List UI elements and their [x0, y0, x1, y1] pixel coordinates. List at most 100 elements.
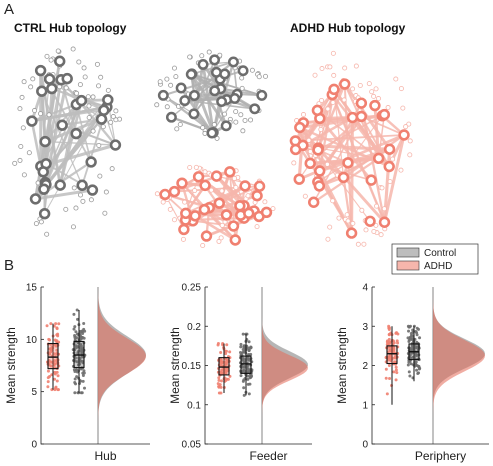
data-point-control	[73, 325, 77, 329]
peripheral-node	[81, 65, 87, 71]
data-point-adhd	[394, 378, 398, 382]
peripheral-node	[78, 192, 84, 198]
peripheral-node	[330, 50, 336, 56]
data-point-adhd	[52, 362, 56, 366]
peripheral-node	[154, 102, 160, 108]
network-edge	[192, 219, 234, 227]
data-point-adhd	[55, 326, 59, 330]
data-point-adhd	[391, 339, 395, 343]
peripheral-node	[398, 86, 404, 92]
hub-node	[237, 65, 249, 77]
data-point-adhd	[57, 322, 61, 326]
x-axis-label: Feeder	[249, 449, 287, 463]
peripheral-node	[199, 53, 205, 59]
peripheral-node	[28, 84, 34, 90]
data-point-adhd	[46, 385, 50, 389]
peripheral-node	[363, 227, 369, 233]
peripheral-node	[200, 242, 206, 248]
peripheral-node	[20, 125, 26, 131]
chart-panel-periphery: 0 1 2 3 4 Mean strength Periphery	[335, 283, 489, 463]
peripheral-node	[208, 187, 214, 193]
data-point-control	[247, 392, 251, 396]
peripheral-node	[17, 106, 23, 112]
data-point-control	[417, 367, 421, 371]
data-point-adhd	[54, 344, 58, 348]
peripheral-node	[245, 193, 251, 199]
peripheral-node	[94, 61, 100, 67]
data-point-adhd	[54, 322, 58, 326]
x-axis-label: Periphery	[415, 449, 466, 463]
peripheral-node	[173, 74, 179, 80]
peripheral-node	[113, 108, 119, 114]
data-point-adhd	[224, 349, 228, 353]
peripheral-node	[393, 76, 399, 82]
network-edge	[216, 175, 260, 187]
data-point-control	[406, 363, 410, 367]
hub-node	[26, 115, 38, 127]
data-point-adhd	[228, 350, 232, 354]
data-point-adhd	[56, 374, 60, 378]
data-point-adhd	[387, 358, 391, 362]
hub-node	[383, 160, 395, 173]
data-point-adhd	[219, 385, 223, 389]
data-point-control	[242, 393, 246, 397]
hub-node	[342, 157, 354, 169]
hub-node	[39, 135, 51, 148]
data-point-control	[241, 332, 245, 336]
data-point-control	[241, 350, 245, 354]
peripheral-node	[357, 82, 363, 88]
data-point-control	[248, 376, 252, 380]
data-point-control	[417, 364, 421, 368]
data-point-control	[415, 368, 419, 372]
peripheral-node	[102, 210, 108, 216]
y-tick-label: 5	[31, 387, 37, 398]
peripheral-node	[206, 49, 212, 55]
peripheral-node	[35, 180, 41, 186]
hub-node	[178, 223, 190, 236]
peripheral-node	[350, 86, 356, 92]
peripheral-node	[239, 75, 245, 81]
data-point-control	[409, 362, 413, 366]
box-control	[240, 355, 252, 374]
hub-node	[372, 152, 385, 165]
hub-node	[249, 103, 261, 115]
data-point-adhd	[393, 356, 397, 360]
data-point-control	[418, 336, 422, 340]
hub-node	[98, 104, 110, 116]
hub-node	[227, 220, 240, 232]
y-tick-label: 0.05	[182, 440, 202, 451]
peripheral-node	[90, 128, 96, 134]
data-point-control	[81, 332, 85, 336]
hub-node	[209, 85, 221, 97]
density-adhd	[433, 287, 485, 444]
data-point-control	[72, 312, 76, 316]
data-point-control	[242, 368, 246, 372]
hub-node	[185, 68, 197, 80]
peripheral-node	[300, 112, 306, 118]
peripheral-node	[233, 184, 239, 190]
hub-node	[398, 129, 410, 141]
peripheral-node	[187, 164, 193, 170]
hub-node	[364, 215, 376, 227]
data-point-control	[74, 382, 78, 386]
peripheral-node	[381, 206, 387, 212]
hub-node	[85, 156, 97, 168]
peripheral-node	[97, 173, 103, 179]
hub-node	[243, 207, 255, 219]
data-point-adhd	[54, 386, 58, 390]
peripheral-node	[219, 222, 225, 228]
peripheral-node	[324, 161, 330, 167]
peripheral-node	[240, 128, 246, 134]
data-point-adhd	[394, 365, 398, 369]
chart-panel-feeder: 0.05 0.1 0.15 0.2 0.25 Mean strength Feeder	[168, 283, 312, 463]
data-point-control	[239, 374, 243, 378]
box-adhd	[47, 342, 59, 370]
hub-node	[188, 108, 200, 120]
data-point-adhd	[221, 343, 225, 347]
data-point-control	[81, 379, 85, 383]
data-point-control	[81, 329, 85, 333]
density-adhd	[262, 287, 308, 444]
data-point-adhd	[223, 360, 227, 364]
panel-a-letter: A	[4, 1, 14, 18]
